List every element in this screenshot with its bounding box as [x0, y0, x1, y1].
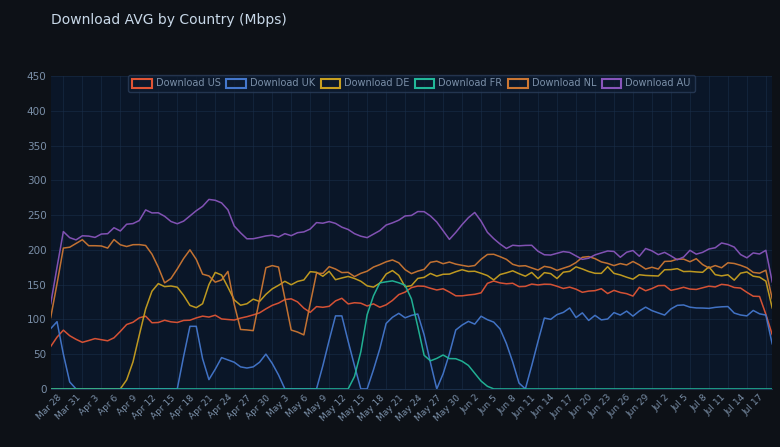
Line: Download NL: Download NL [51, 240, 772, 335]
Legend: Download US, Download UK, Download DE, Download FR, Download NL, Download AU: Download US, Download UK, Download DE, D… [128, 75, 695, 93]
Text: Download AVG by Country (Mbps): Download AVG by Country (Mbps) [51, 13, 286, 27]
Line: Download AU: Download AU [51, 199, 772, 304]
Line: Download DE: Download DE [51, 267, 772, 389]
Line: Download FR: Download FR [51, 281, 772, 389]
Line: Download US: Download US [51, 281, 772, 346]
Line: Download UK: Download UK [51, 305, 772, 389]
